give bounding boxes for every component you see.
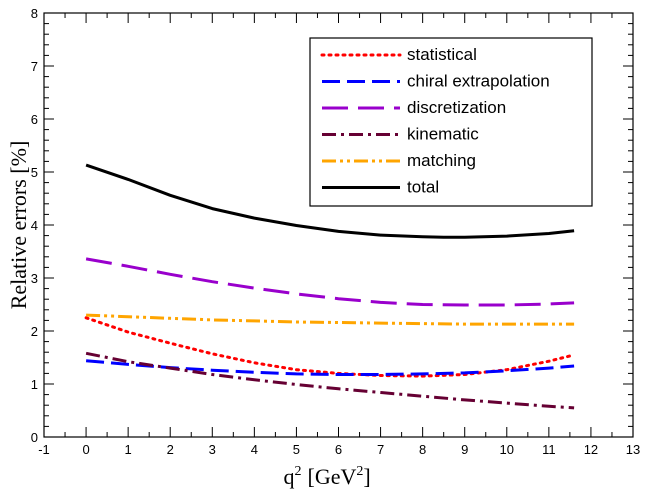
x-tick-label: 4 <box>251 442 258 457</box>
y-tick-label: 5 <box>31 165 38 180</box>
legend-label: discretization <box>407 98 506 117</box>
y-tick-label: 2 <box>31 324 38 339</box>
y-tick-label: 8 <box>31 6 38 21</box>
series-line-discretization <box>85 257 575 307</box>
x-axis-label-exponent: 2 <box>295 464 302 479</box>
legend-label: total <box>407 178 439 197</box>
series-line-total <box>85 163 575 239</box>
x-tick-label: 0 <box>82 442 89 457</box>
legend-label: matching <box>407 151 476 170</box>
x-axis-label: q2 [GeV2] <box>284 464 371 489</box>
series-line-matching <box>86 313 575 326</box>
y-axis-label: Relative errors [%] <box>6 141 31 310</box>
y-tick-label: 1 <box>31 377 38 392</box>
x-tick-label: 2 <box>167 442 174 457</box>
legend-label: statistical <box>407 45 477 64</box>
axis-ticks <box>43 12 634 438</box>
x-tick-label: 12 <box>584 442 598 457</box>
legend: statistical chiral extrapolation discretiz… <box>309 37 593 207</box>
data-series <box>84 163 576 410</box>
y-tick-label: 0 <box>31 430 38 445</box>
y-tick-label: 6 <box>31 112 38 127</box>
x-axis-label-unit-close: ] <box>363 464 370 489</box>
x-tick-label: 3 <box>209 442 216 457</box>
x-tick-label: -1 <box>38 442 50 457</box>
x-tick-label: 5 <box>293 442 300 457</box>
x-axis-label-unit: [GeV <box>308 464 357 489</box>
x-tick-label: 6 <box>335 442 342 457</box>
y-tick-label: 7 <box>31 59 38 74</box>
x-axis-label-q: q <box>284 464 295 489</box>
legend-label: kinematic <box>407 125 479 144</box>
x-tick-label: 8 <box>419 442 426 457</box>
x-tick-label: 10 <box>500 442 514 457</box>
x-axis-label-unit-exponent: 2 <box>356 464 363 479</box>
series-line-kinematic <box>85 351 575 410</box>
legend-box <box>309 37 593 207</box>
x-tick-label: 13 <box>626 442 640 457</box>
x-tick-label: 9 <box>461 442 468 457</box>
legend-label: chiral extrapolation <box>407 72 550 91</box>
x-tick-label: 1 <box>125 442 132 457</box>
x-tick-label: 7 <box>377 442 384 457</box>
y-tick-label: 4 <box>31 218 38 233</box>
y-tick-label: 3 <box>31 271 38 286</box>
x-tick-label: 11 <box>542 442 556 457</box>
